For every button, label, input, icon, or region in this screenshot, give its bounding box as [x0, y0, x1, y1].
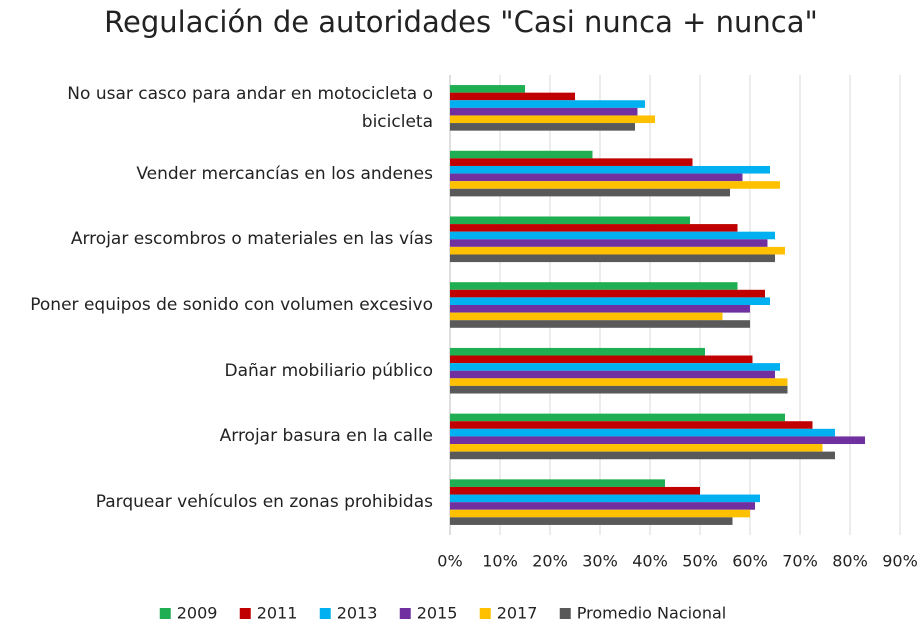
bar	[450, 320, 750, 328]
legend-swatch	[159, 608, 171, 619]
bar	[450, 312, 723, 321]
legend-label: 2013	[337, 604, 378, 623]
bar	[450, 188, 730, 197]
bar	[450, 123, 635, 131]
bar	[450, 413, 785, 422]
legend-label: Promedio Nacional	[577, 604, 726, 623]
y-tick-label: Arrojar escombros o materiales en las ví…	[70, 229, 433, 250]
bar	[450, 486, 700, 495]
x-tick-label: 50%	[682, 552, 718, 571]
y-tick-label: Poner equipos de sonido con volumen exce…	[30, 295, 433, 315]
y-tick-label: No usar casco para andar en motocicleta …	[67, 83, 433, 132]
y-tick-label: Arrojar basura en la calle	[219, 426, 433, 447]
bar	[450, 378, 788, 386]
bar	[450, 165, 770, 174]
bar	[450, 444, 823, 452]
x-tick-label: 90%	[882, 552, 918, 571]
bar	[450, 158, 693, 166]
x-tick-label: 20%	[532, 552, 568, 571]
bar	[450, 282, 738, 290]
legend-label: 2017	[497, 604, 538, 623]
x-tick-label: 40%	[632, 552, 668, 571]
bar	[450, 385, 788, 394]
y-tick-label: Dañar mobiliario público	[224, 360, 434, 381]
bar	[450, 502, 755, 510]
legend-swatch	[559, 608, 571, 619]
x-tick-label: 70%	[782, 552, 818, 571]
chart-title: Regulación de autoridades "Casi nunca + …	[104, 5, 818, 39]
x-tick-label: 10%	[482, 552, 518, 571]
bar	[450, 451, 835, 460]
bar	[450, 436, 865, 445]
bar	[450, 85, 525, 93]
bar	[450, 92, 575, 101]
legend-swatch	[479, 608, 491, 619]
bar	[450, 297, 770, 305]
bar	[450, 370, 775, 379]
legend-label: 2015	[417, 604, 458, 623]
bar	[450, 107, 638, 116]
legend-swatch	[319, 608, 331, 619]
y-tick-label: Vender mercancías en los andenes	[136, 163, 433, 184]
bar	[450, 173, 743, 182]
bar	[450, 509, 750, 518]
legend-label: 2009	[177, 604, 218, 623]
legend-label: 2011	[257, 604, 298, 623]
x-tick-label: 30%	[582, 552, 618, 571]
bar	[450, 239, 768, 247]
bar	[450, 254, 775, 263]
bar	[450, 494, 760, 503]
x-tick-label: 60%	[732, 552, 768, 571]
bar	[450, 231, 775, 240]
bar	[450, 181, 780, 189]
bar	[450, 428, 835, 437]
bar	[450, 421, 813, 429]
bar	[450, 347, 705, 356]
bar	[450, 479, 665, 487]
bar	[450, 150, 593, 159]
bar	[450, 115, 655, 124]
bar	[450, 517, 733, 525]
bar	[450, 216, 690, 225]
x-tick-label: 80%	[832, 552, 868, 571]
legend-swatch	[399, 608, 411, 619]
bar	[450, 100, 645, 108]
bar	[450, 224, 738, 232]
legend-swatch	[239, 608, 251, 619]
bar	[450, 289, 765, 298]
bar	[450, 246, 785, 255]
bar	[450, 363, 780, 371]
y-tick-label: Parquear vehículos en zonas prohibidas	[95, 492, 433, 513]
x-tick-label: 0%	[437, 552, 462, 571]
bar	[450, 355, 753, 364]
bar	[450, 305, 750, 313]
